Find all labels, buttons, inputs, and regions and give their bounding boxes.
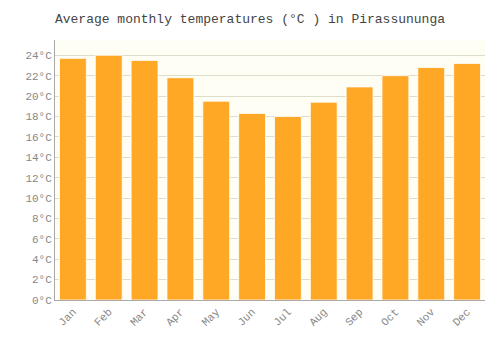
svg-text:16°C: 16°C (25, 132, 52, 144)
svg-text:Mar: Mar (128, 306, 150, 328)
svg-text:4°C: 4°C (32, 254, 52, 266)
svg-text:6°C: 6°C (32, 234, 52, 246)
svg-text:Aug: Aug (307, 306, 329, 328)
svg-text:14°C: 14°C (25, 152, 52, 164)
svg-text:22°C: 22°C (25, 71, 52, 83)
svg-text:20°C: 20°C (25, 91, 52, 103)
svg-text:Jun: Jun (236, 306, 258, 328)
svg-text:Apr: Apr (164, 306, 186, 328)
svg-text:24°C: 24°C (25, 50, 52, 62)
svg-text:Dec: Dec (451, 306, 473, 328)
svg-text:0°C: 0°C (32, 295, 52, 307)
svg-text:Oct: Oct (379, 306, 401, 328)
svg-text:10°C: 10°C (25, 193, 52, 205)
svg-text:May: May (200, 306, 223, 329)
svg-text:Sep: Sep (343, 306, 365, 328)
svg-text:2°C: 2°C (32, 274, 52, 286)
svg-text:8°C: 8°C (32, 213, 52, 225)
svg-text:18°C: 18°C (25, 111, 52, 123)
svg-text:Average monthly temperatures (: Average monthly temperatures (°C ) in Pi… (55, 12, 445, 27)
svg-text:12°C: 12°C (25, 173, 52, 185)
svg-text:Jul: Jul (271, 306, 293, 328)
svg-text:Feb: Feb (92, 306, 114, 328)
svg-text:Jan: Jan (56, 306, 78, 328)
svg-text:Nov: Nov (415, 306, 438, 329)
